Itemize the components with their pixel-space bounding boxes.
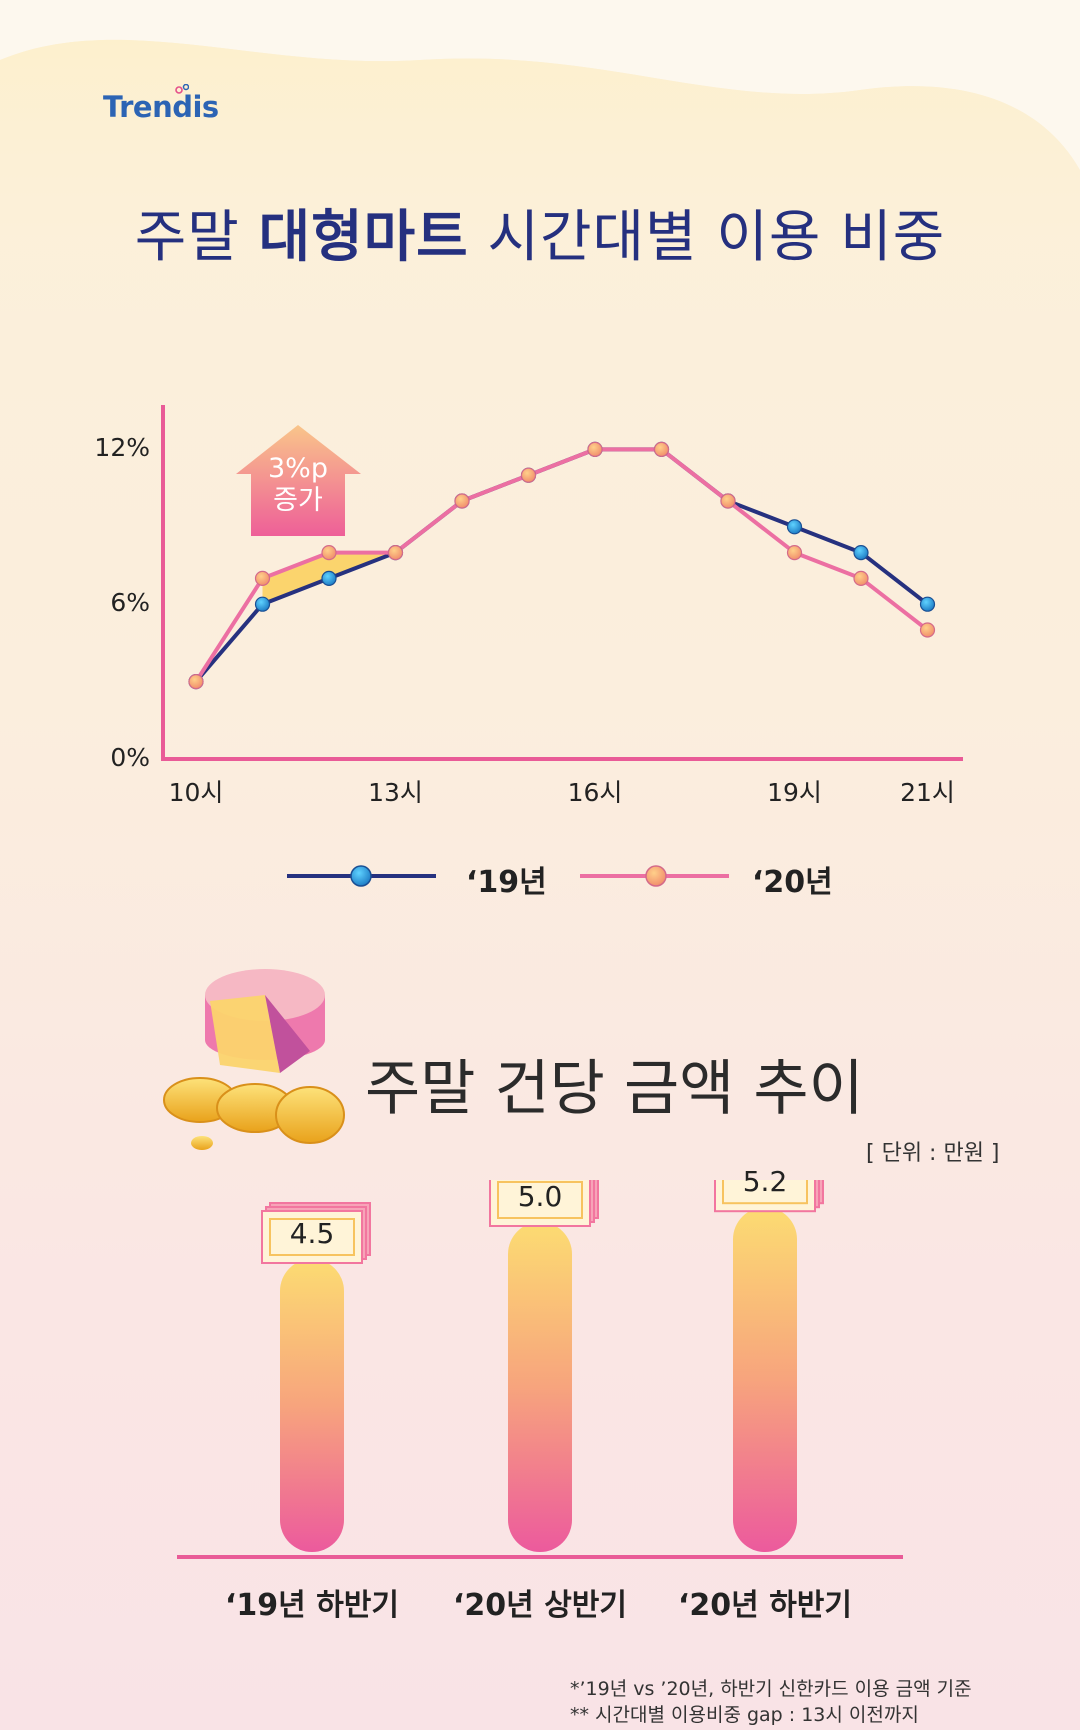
bar-category-0: ‘19년 하반기 <box>225 1588 399 1623</box>
y-tick-1: 6% <box>110 588 150 618</box>
point-20-2 <box>321 544 337 561</box>
bar-1 <box>489 1180 599 1552</box>
x-tick-2: 16시 <box>567 778 623 807</box>
series-points <box>188 441 936 690</box>
trendis-logo: Trendis <box>103 84 219 124</box>
increase-callout <box>236 425 361 536</box>
footnote-1: *’19년 vs ’20년, 하반기 신한카드 이용 금액 기준 <box>570 1678 972 1700</box>
bill-frame-2 <box>722 1180 808 1205</box>
legend-marker-19 <box>350 865 372 887</box>
line-chart <box>161 405 963 887</box>
title-bold: 대형마트 <box>258 205 469 270</box>
point-20-5 <box>520 467 537 483</box>
point-19-2 <box>321 570 337 587</box>
point-19-9 <box>786 519 803 535</box>
x-tick-0: 10시 <box>168 778 224 807</box>
point-20-8 <box>720 493 736 509</box>
point-20-4 <box>454 493 470 509</box>
title-part1: 주말 <box>134 205 240 270</box>
bar-category-1: ‘20년 상반기 <box>453 1588 627 1623</box>
legend-marker-20 <box>645 865 667 887</box>
point-19-1 <box>254 596 271 612</box>
bar-chart <box>177 1180 903 1559</box>
callout-line2: 증가 <box>273 485 323 516</box>
x-tick-1: 13시 <box>368 778 423 807</box>
point-19-10 <box>853 544 869 561</box>
series-line-20 <box>194 447 929 683</box>
y-tick-2: 12% <box>94 433 150 463</box>
bar-body-2 <box>733 1207 797 1552</box>
series-lines <box>194 447 929 683</box>
bill-frame-0 <box>269 1218 355 1256</box>
bars <box>261 1180 824 1552</box>
bar-body-1 <box>508 1222 572 1552</box>
point-20-0 <box>188 673 204 690</box>
point-19-11 <box>919 596 936 612</box>
callout-text: 3%p 증가 <box>262 453 334 517</box>
page-title: 주말 대형마트 시간대별 이용 비중 <box>0 192 1080 273</box>
logo-dots-icon <box>175 84 189 94</box>
bar-value-1: 5.0 <box>517 1180 563 1213</box>
pie-coins-illustration <box>163 969 345 1150</box>
callout-line1: 3%p <box>268 453 328 484</box>
x-tick-4: 21시 <box>900 778 955 807</box>
unit-label: [ 단위 : 만원 ] <box>866 1141 1000 1166</box>
bar-2 <box>714 1180 824 1552</box>
bar-value-2: 5.2 <box>742 1165 788 1199</box>
y-tick-0: 0% <box>110 743 150 772</box>
bar-category-2: ‘20년 하반기 <box>678 1588 852 1623</box>
bill-frame-1 <box>497 1181 583 1219</box>
chart-axes <box>161 405 963 761</box>
legend <box>287 865 729 887</box>
title-part2: 시간대별 이용 비중 <box>487 205 946 270</box>
bill-2-0 <box>714 1180 816 1213</box>
point-20-11 <box>919 622 936 638</box>
x-tick-3: 19시 <box>767 778 822 807</box>
point-20-7 <box>653 441 670 457</box>
point-20-9 <box>786 544 803 561</box>
bar-value-0: 4.5 <box>289 1217 335 1250</box>
bar-body-0 <box>280 1259 344 1552</box>
legend-label-19: ‘19년 <box>466 865 547 900</box>
point-20-6 <box>587 441 603 457</box>
logo-text: Trendis <box>103 90 219 124</box>
bar-0 <box>261 1202 371 1552</box>
up-arrow-icon <box>236 425 361 536</box>
point-20-1 <box>254 570 271 587</box>
point-20-3 <box>387 544 404 561</box>
legend-label-20: ‘20년 <box>752 865 833 900</box>
point-20-10 <box>853 570 869 587</box>
section2-title: 주말 건당 금액 추이 <box>365 1054 864 1124</box>
footnote-2: ** 시간대별 이용비중 gap : 13시 이전까지 <box>570 1704 919 1726</box>
